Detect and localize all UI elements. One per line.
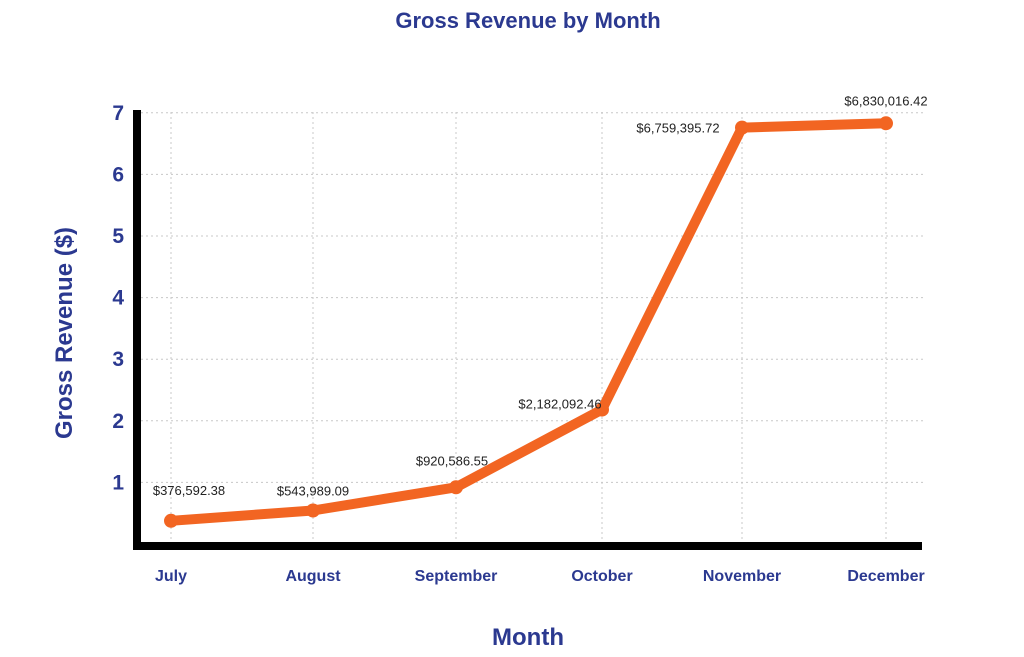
data-label-2: $920,586.55: [416, 453, 488, 468]
data-points: [164, 116, 893, 528]
y-tick-label-6: 7: [112, 102, 124, 125]
x-tick-label-5: December: [847, 568, 924, 585]
y-tick-label-0: 1: [112, 471, 124, 494]
x-tick-label-1: August: [285, 568, 341, 585]
y-tick-label-4: 5: [112, 225, 124, 248]
grid: [141, 112, 925, 542]
data-point-4: [735, 120, 749, 135]
data-labels: $376,592.38 $543,989.09 $920,586.55 $2,182,…: [153, 93, 928, 498]
data-point-0: [164, 513, 178, 528]
y-axis-title: Gross Revenue ($): [51, 227, 78, 439]
data-label-5: $6,830,016.42: [844, 93, 927, 108]
y-tick-label-3: 4: [112, 287, 124, 310]
data-label-3: $2,182,092.46: [518, 397, 601, 412]
y-tick-label-1: 2: [112, 410, 124, 433]
x-tick-labels: July August September October November Decemb…: [155, 568, 925, 585]
x-tick-label-0: July: [155, 568, 187, 585]
chart-title: Gross Revenue by Month: [395, 8, 660, 33]
series-line: [166, 118, 891, 526]
data-label-1: $543,989.09: [277, 483, 349, 498]
x-tick-label-2: September: [415, 568, 498, 585]
data-label-4: $6,759,395.72: [636, 121, 719, 136]
data-point-2: [449, 480, 463, 495]
data-point-1: [306, 503, 320, 518]
data-point-5: [879, 116, 893, 131]
x-axis-title: Month: [492, 624, 564, 651]
data-point-3: [595, 402, 609, 417]
y-tick-labels: 1 2 3 4 5 6 7: [112, 102, 124, 495]
x-tick-label-4: November: [703, 568, 781, 585]
y-tick-label-5: 6: [112, 163, 124, 186]
x-tick-label-3: October: [571, 568, 632, 585]
data-label-0: $376,592.38: [153, 483, 225, 498]
y-tick-label-2: 3: [112, 348, 124, 371]
